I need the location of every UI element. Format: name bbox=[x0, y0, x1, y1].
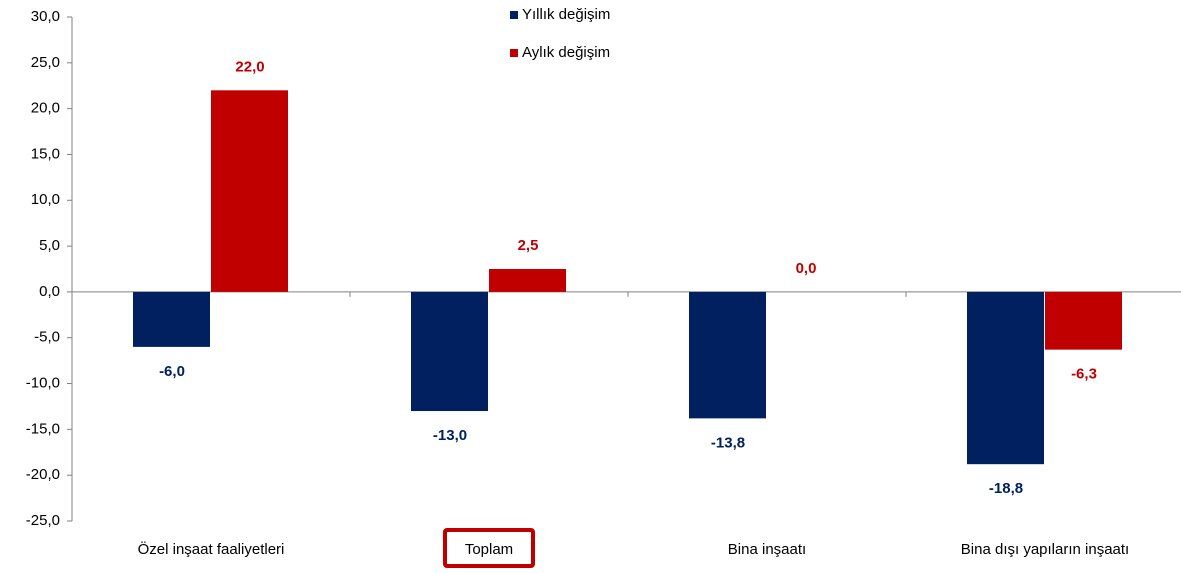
bar bbox=[1045, 291, 1122, 350]
bar bbox=[411, 291, 488, 412]
legend-swatch bbox=[510, 11, 518, 19]
highlight-box bbox=[443, 528, 535, 568]
y-tick-label: 30,0 bbox=[31, 8, 60, 25]
value-label: 22,0 bbox=[235, 58, 264, 75]
y-tick-label: 20,0 bbox=[31, 100, 60, 117]
x-tick-label: Bina inşaatı bbox=[728, 541, 806, 558]
y-tick-label: 5,0 bbox=[39, 237, 60, 254]
y-tick-label: 25,0 bbox=[31, 54, 60, 71]
value-label: -13,0 bbox=[433, 427, 467, 444]
value-label: -18,8 bbox=[989, 480, 1023, 497]
x-tick-label: Toplam bbox=[465, 541, 513, 558]
y-tick-label: -10,0 bbox=[26, 375, 60, 392]
y-tick-label: 15,0 bbox=[31, 145, 60, 162]
value-label: 0,0 bbox=[796, 260, 817, 277]
bar bbox=[689, 291, 766, 419]
value-label: -13,8 bbox=[711, 434, 745, 451]
bar bbox=[967, 291, 1044, 465]
y-tick-label: -20,0 bbox=[26, 466, 60, 483]
legend-label: Yıllık değişim bbox=[522, 6, 610, 23]
value-label: -6,3 bbox=[1071, 366, 1097, 383]
value-label: 2,5 bbox=[518, 237, 539, 254]
y-tick-label: -5,0 bbox=[34, 329, 60, 346]
legend-label: Aylık değişim bbox=[522, 44, 610, 61]
y-tick-label: -25,0 bbox=[26, 512, 60, 529]
bar bbox=[133, 291, 210, 347]
bar bbox=[489, 269, 566, 292]
x-tick-label: Özel inşaat faaliyetleri bbox=[138, 540, 285, 558]
x-tick-label: Bina dışı yapıların inşaatı bbox=[961, 541, 1129, 558]
value-label: -6,0 bbox=[159, 363, 185, 380]
y-tick-label: 0,0 bbox=[39, 283, 60, 300]
legend-swatch bbox=[510, 49, 518, 57]
bar bbox=[211, 90, 288, 292]
y-tick-label: 10,0 bbox=[31, 191, 60, 208]
y-tick-label: -15,0 bbox=[26, 420, 60, 437]
